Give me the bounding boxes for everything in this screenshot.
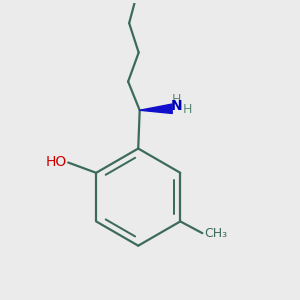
- Text: H: H: [183, 103, 192, 116]
- Text: N: N: [171, 99, 182, 113]
- Text: HO: HO: [46, 155, 67, 169]
- Text: CH₃: CH₃: [204, 227, 227, 240]
- Text: H: H: [172, 93, 181, 106]
- Polygon shape: [140, 104, 172, 113]
